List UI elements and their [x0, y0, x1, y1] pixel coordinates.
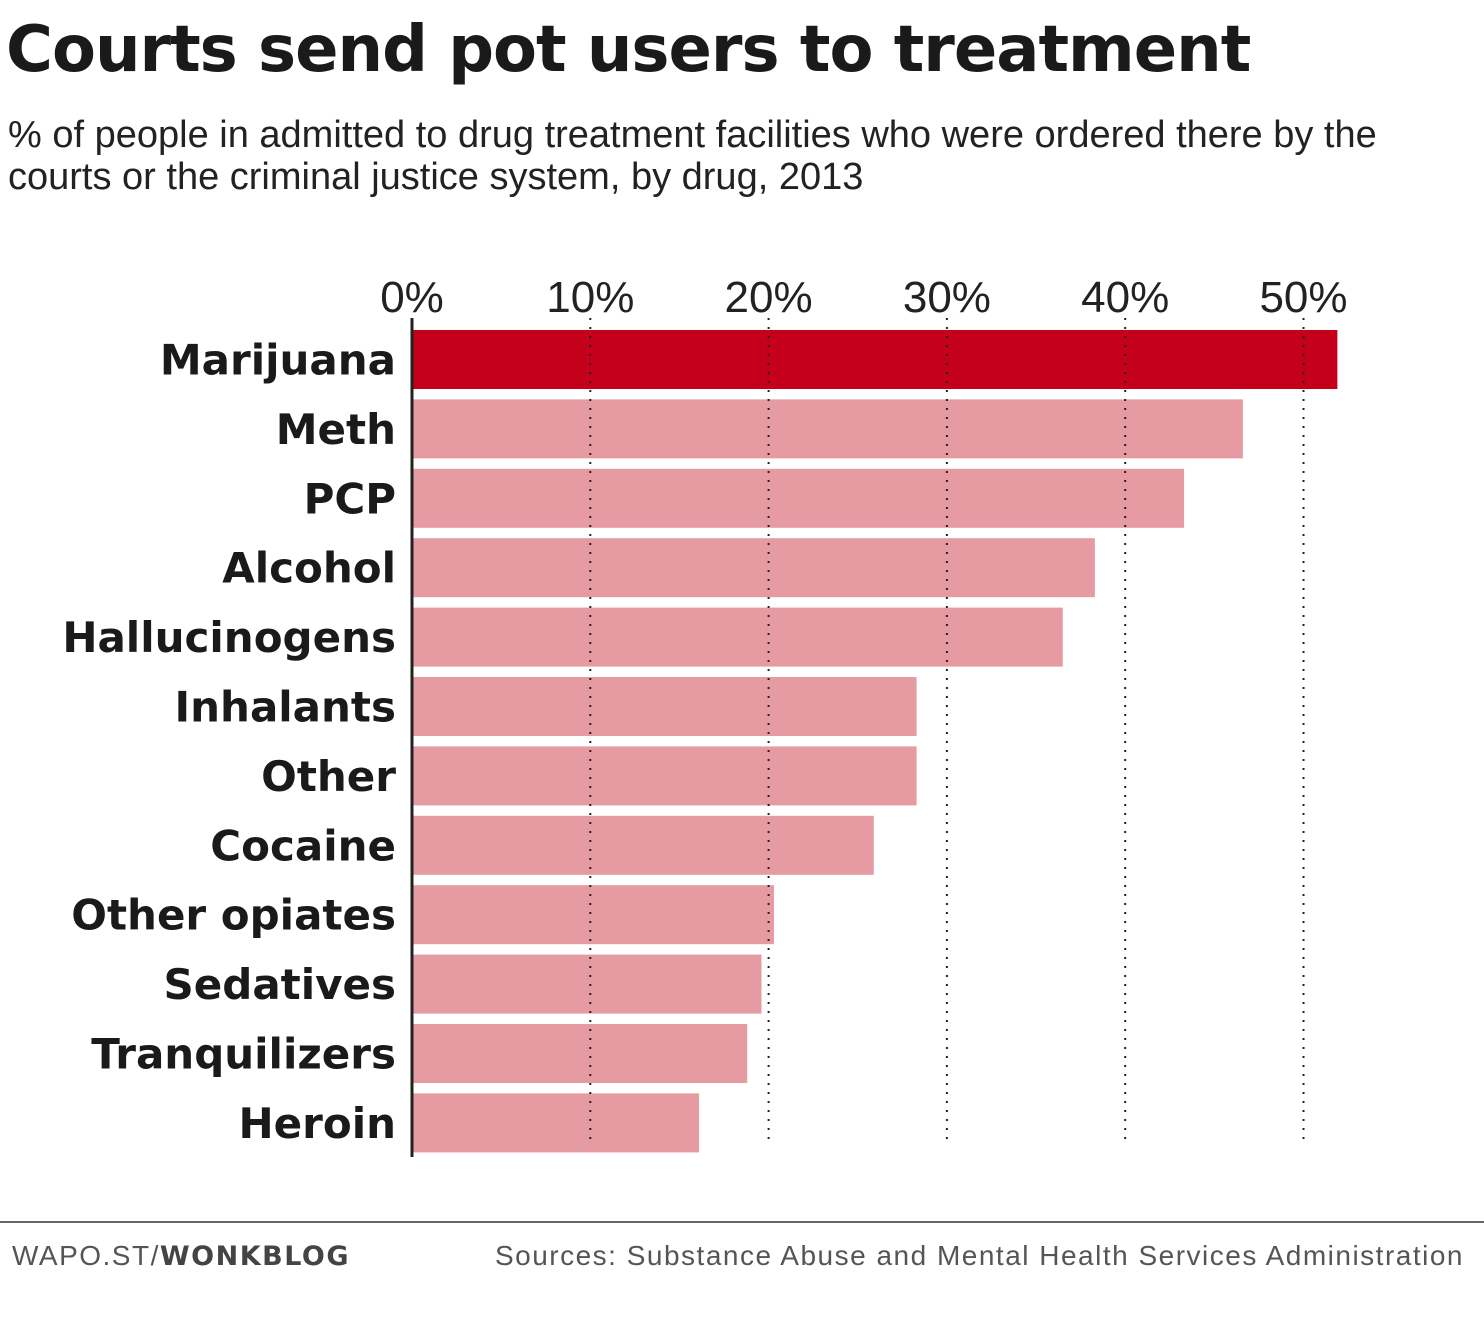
- category-label: Alcohol: [222, 544, 396, 593]
- bar: [412, 677, 917, 736]
- category-label: Meth: [276, 405, 396, 454]
- bar: [412, 538, 1095, 598]
- category-label: Other opiates: [71, 891, 396, 940]
- x-tick-label: 50%: [1259, 273, 1347, 322]
- x-tick-label: 40%: [1081, 273, 1169, 322]
- category-label: Tranquilizers: [91, 1030, 396, 1079]
- footer-sources: Sources: Substance Abuse and Mental Heal…: [494, 1240, 1464, 1271]
- bar: [412, 468, 1185, 528]
- bar: [412, 1024, 748, 1083]
- category-label: Sedatives: [164, 960, 396, 1009]
- bar: [412, 399, 1243, 459]
- footer-divider: [0, 1221, 1484, 1223]
- credit-prefix: WAPO.ST/: [12, 1240, 160, 1271]
- category-label: Other: [261, 752, 396, 801]
- bar: [412, 330, 1338, 389]
- x-tick-label: 0%: [380, 273, 444, 322]
- bars: [412, 330, 1338, 1153]
- category-labels: Marijuana Meth PCP Alcohol Hallucinogens Inha…: [62, 336, 396, 1148]
- footer-credit: WAPO.ST/WONKBLOG: [12, 1240, 350, 1272]
- credit-brand: WONKBLOG: [159, 1241, 351, 1272]
- chart-subtitle: % of people in admitted to drug treatmen…: [8, 114, 1377, 198]
- bar: [412, 885, 774, 945]
- bar: [412, 1093, 700, 1153]
- category-label: Cocaine: [210, 821, 396, 870]
- category-label: Inhalants: [175, 683, 396, 732]
- x-tick-label: 20%: [725, 273, 813, 322]
- bar: [412, 815, 874, 875]
- category-label: Hallucinogens: [62, 613, 396, 662]
- x-tick-label: 10%: [546, 273, 634, 322]
- x-axis-ticks: 0% 10% 20% 30% 40% 50%: [380, 273, 1347, 322]
- category-label: PCP: [304, 474, 396, 523]
- x-tick-label: 30%: [903, 273, 991, 322]
- category-label: Heroin: [239, 1099, 397, 1148]
- bar: [412, 607, 1063, 667]
- bar: [412, 954, 762, 1014]
- chart-title: Courts send pot users to treatment: [6, 13, 1251, 87]
- bar: [412, 746, 917, 806]
- category-label: Marijuana: [160, 336, 396, 385]
- bar-chart: 0% 10% 20% 30% 40% 50% Marijuana Meth PCP Alcoho…: [62, 273, 1348, 1157]
